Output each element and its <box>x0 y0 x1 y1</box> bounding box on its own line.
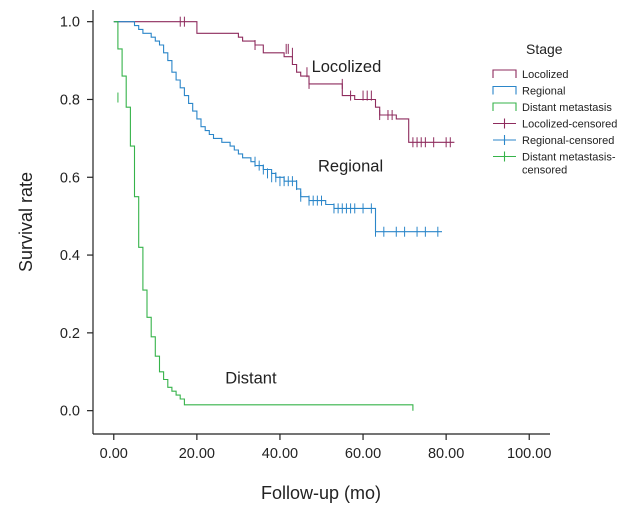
x-tick-label: 40.00 <box>262 446 298 462</box>
x-tick-label: 0.00 <box>100 446 128 462</box>
legend-entry: Locolized-censored <box>493 118 617 131</box>
y-axis-title: Survival rate <box>16 172 36 272</box>
legend-entry: Distant metastasis <box>492 102 612 114</box>
x-axis-title: Follow-up (mo) <box>261 483 381 503</box>
legend-label: Regional <box>522 86 565 98</box>
legend-label: Distant metastasis <box>522 102 612 114</box>
legend-label: Locolized <box>522 69 568 81</box>
ticks: 0.00 20.00 40.00 60.00 80.00 100.00 0.0 0.2 0.4 0… <box>60 15 552 462</box>
legend-entry: Locolized <box>492 69 568 81</box>
legend-swatch <box>492 102 517 111</box>
legend-label: Locolized-censored <box>522 119 617 131</box>
curve-label: Distant <box>225 369 277 387</box>
x-tick-label: 100.00 <box>507 446 551 462</box>
legend-title: Stage <box>526 41 563 57</box>
series-layer <box>113 16 455 411</box>
legend-entry: Distant metastasis-censored <box>493 151 616 177</box>
x-tick-label: 60.00 <box>345 446 381 462</box>
series-line-locolized <box>113 21 455 143</box>
curve-label: Locolized <box>312 58 382 76</box>
series-line-distant-metastasis <box>113 21 414 411</box>
axes <box>92 10 550 435</box>
legend-entry: Regional <box>492 85 565 98</box>
legend-entry: Regional-censored <box>493 135 614 147</box>
y-tick-label: 0.2 <box>60 326 80 342</box>
y-tick-label: 0.0 <box>60 404 80 420</box>
legend-label-continuation: censored <box>522 165 567 177</box>
y-tick-label: 0.6 <box>60 170 80 186</box>
x-tick-label: 20.00 <box>179 446 215 462</box>
y-tick-label: 1.0 <box>60 15 80 31</box>
curve-annotations: Locolized Regional Distant <box>225 58 383 387</box>
legend-label: Distant metastasis- <box>522 152 616 164</box>
y-tick-label: 0.4 <box>60 248 80 264</box>
legend-swatch <box>492 85 517 95</box>
legend-label: Regional-censored <box>522 135 614 147</box>
series-line-regional <box>113 21 442 233</box>
legend-swatch <box>492 69 517 78</box>
x-tick-label: 80.00 <box>428 446 464 462</box>
curve-label: Regional <box>318 157 383 175</box>
y-tick-label: 0.8 <box>60 92 80 108</box>
legend: Stage Locolized Regional Distant metastasi… <box>492 41 617 177</box>
